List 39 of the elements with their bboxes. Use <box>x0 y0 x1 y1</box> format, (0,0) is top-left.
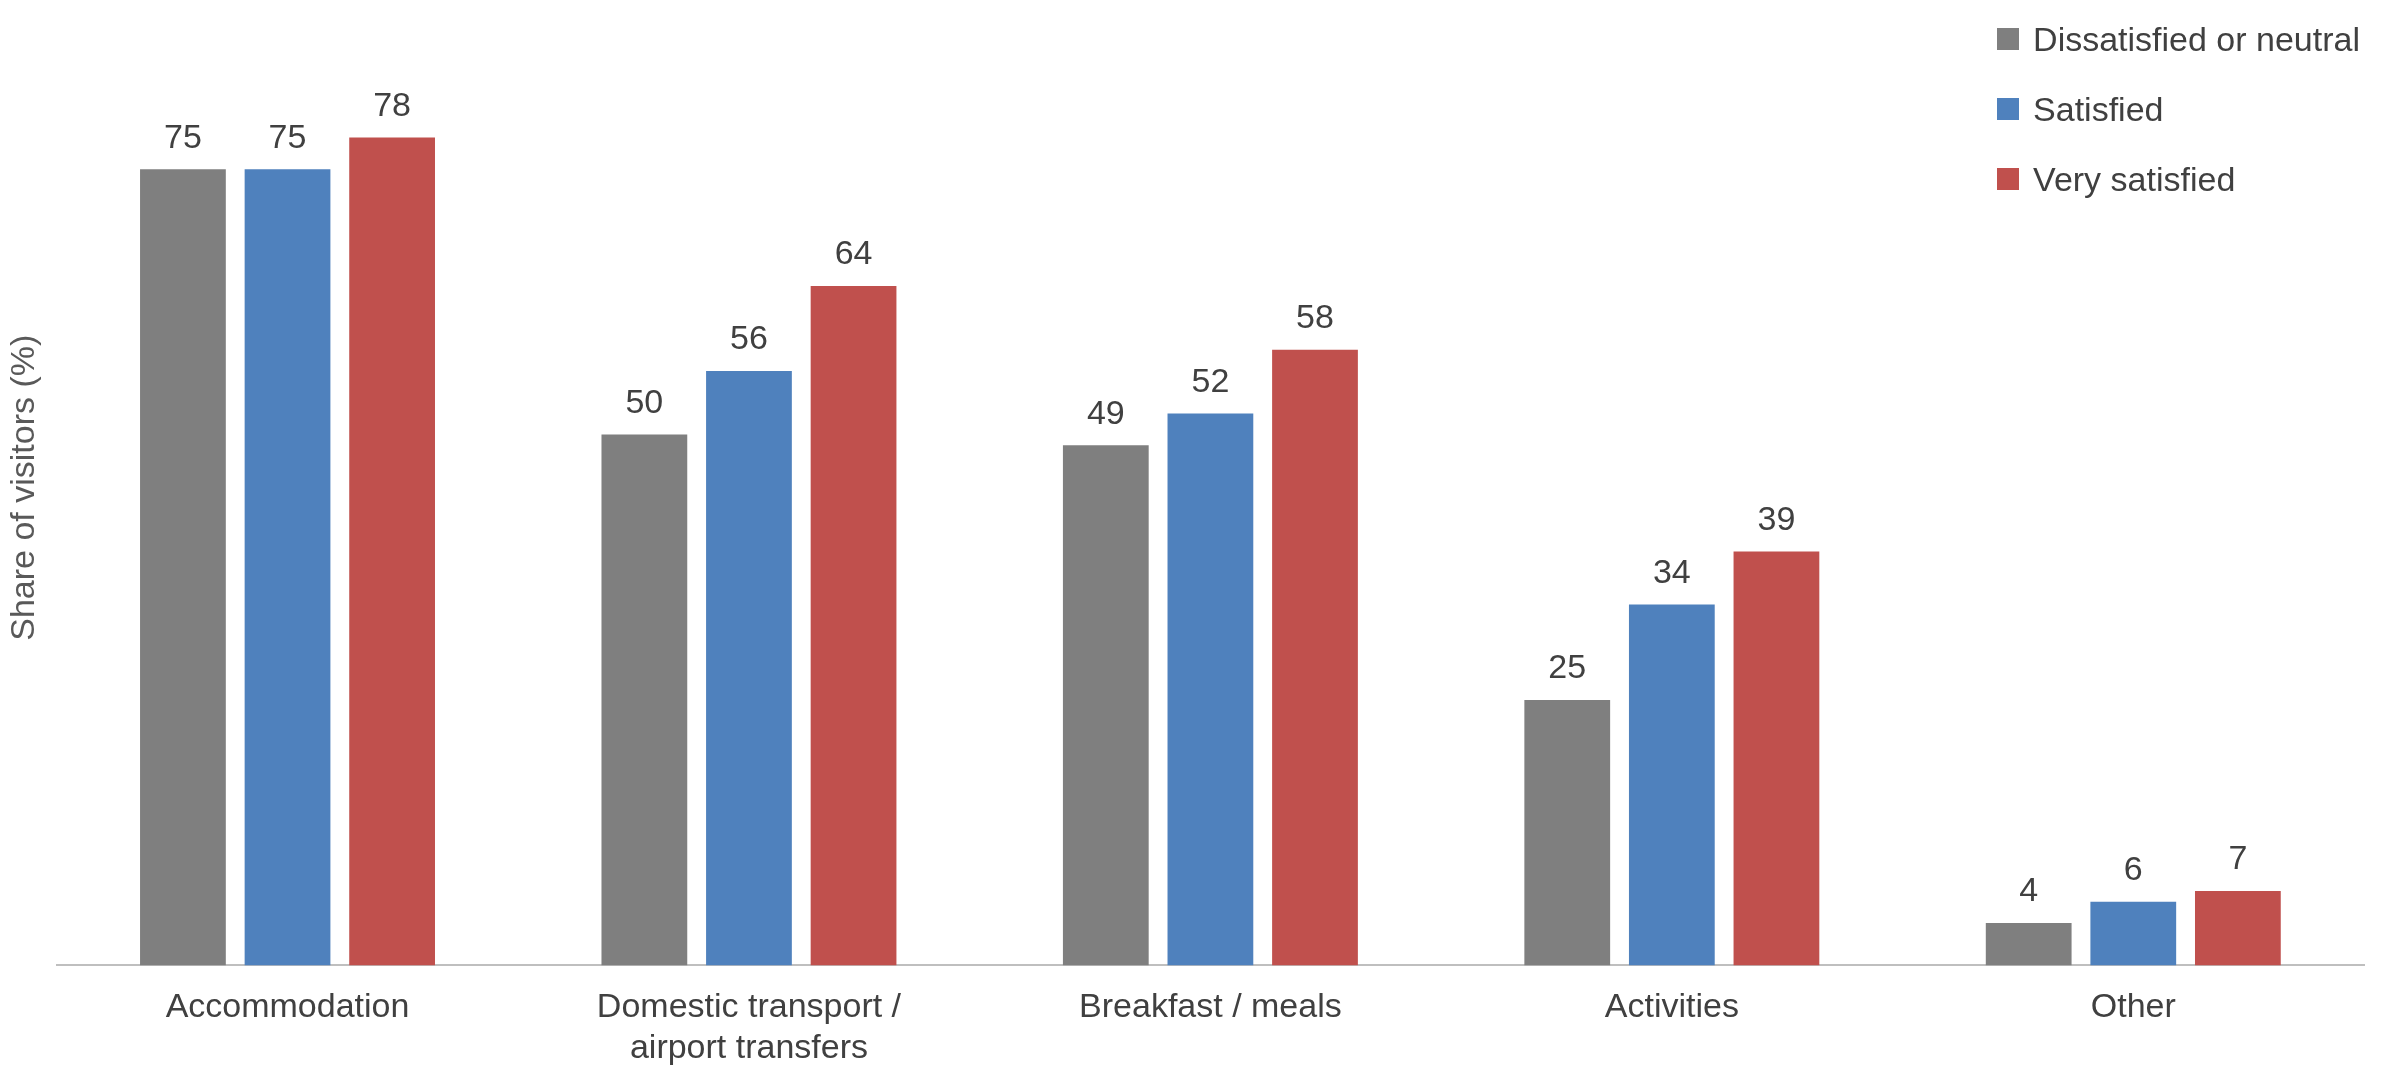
data-label: 6 <box>2123 849 2143 888</box>
data-label: 64 <box>834 233 873 272</box>
bar <box>2090 901 2177 966</box>
bar <box>1985 922 2072 966</box>
data-label: 58 <box>1296 297 1334 336</box>
data-label: 34 <box>1652 551 1691 590</box>
data-label: 52 <box>1191 360 1230 399</box>
x-tick-label: Other <box>2090 986 2176 1025</box>
legend-label: Very satisfied <box>2033 159 2236 199</box>
bar <box>349 137 435 966</box>
data-label: 50 <box>625 382 664 420</box>
bar <box>601 434 688 966</box>
data-label: 25 <box>1548 647 1587 686</box>
data-label: 56 <box>730 318 768 357</box>
bar <box>1167 413 1254 966</box>
bar <box>244 169 331 966</box>
bar <box>1733 551 1820 966</box>
bar <box>1062 445 1149 966</box>
x-tick-label: Breakfast / meals <box>1079 986 1342 1025</box>
bar <box>1272 349 1358 966</box>
data-label: 49 <box>1086 392 1125 431</box>
x-tick-label: Domestic transport / airport transfers <box>596 986 902 1065</box>
bar <box>1524 700 1611 966</box>
data-label: 39 <box>1757 498 1796 537</box>
data-label: 75 <box>164 116 202 155</box>
y-axis-title: Share of visitors (%) <box>2 334 41 641</box>
bar <box>2194 891 2281 966</box>
data-label: 75 <box>268 116 307 155</box>
bar <box>140 169 226 966</box>
bar <box>1628 604 1715 966</box>
data-label: 78 <box>373 84 412 123</box>
data-label: 7 <box>2228 838 2248 877</box>
legend-label: Satisfied <box>2033 89 2164 129</box>
bar <box>810 286 897 966</box>
x-tick-label: Activities <box>1604 986 1739 1025</box>
bar <box>706 370 792 966</box>
x-tick-label: Accommodation <box>165 986 410 1025</box>
legend-label: Dissatisfied or neutral <box>2033 19 2360 59</box>
data-label: 4 <box>2019 870 2039 909</box>
